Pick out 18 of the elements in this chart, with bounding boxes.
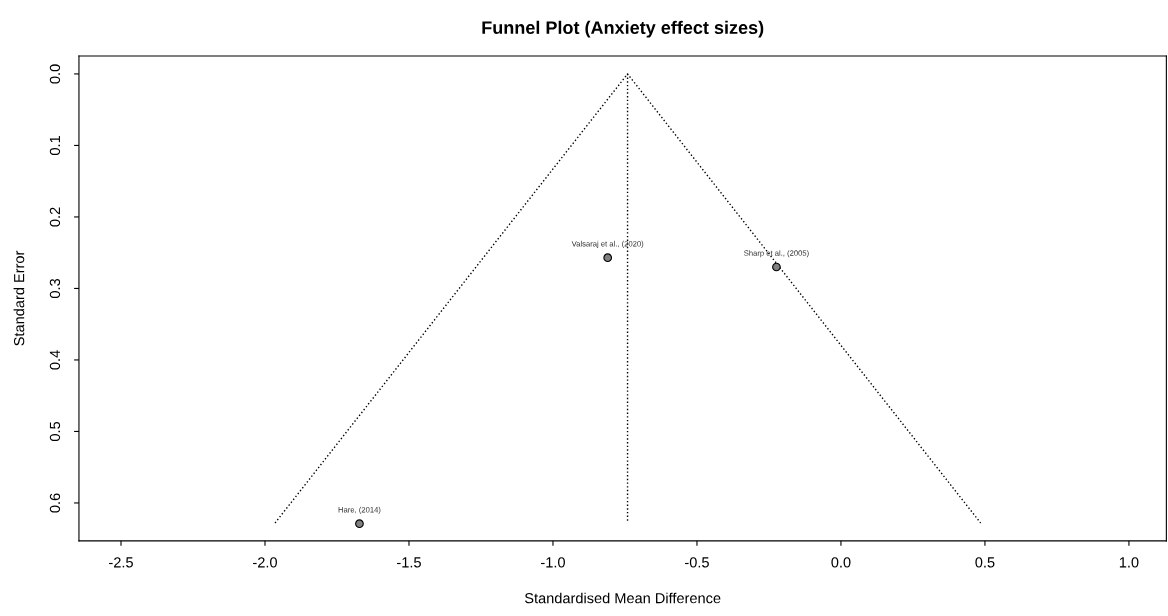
y-tick-label: 0.5	[49, 421, 61, 442]
x-tick-label: 0.0	[831, 557, 851, 568]
x-tick-label: 0.5	[975, 557, 995, 568]
x-tick-label: -2.0	[253, 557, 277, 568]
y-tick-label: 0.4	[49, 350, 61, 370]
y-axis-title: Standard Error	[13, 250, 25, 346]
x-tick-label: -1.5	[397, 557, 421, 568]
y-tick-label: 0.6	[49, 493, 61, 513]
x-tick-label: 1.0	[1119, 557, 1139, 568]
x-tick-label: -0.5	[685, 557, 709, 568]
chart-title: Funnel Plot (Anxiety effect sizes)	[482, 20, 764, 38]
y-tick-label: 0.1	[49, 136, 61, 155]
x-axis-title: Standardised Mean Difference	[524, 592, 721, 604]
x-tick-label: -2.5	[109, 557, 133, 568]
x-tick-label: -1.0	[541, 557, 565, 568]
y-tick-label: 0.2	[49, 207, 61, 227]
y-tick-label: 0.0	[49, 64, 61, 84]
y-tick-label: 0.3	[49, 278, 61, 299]
